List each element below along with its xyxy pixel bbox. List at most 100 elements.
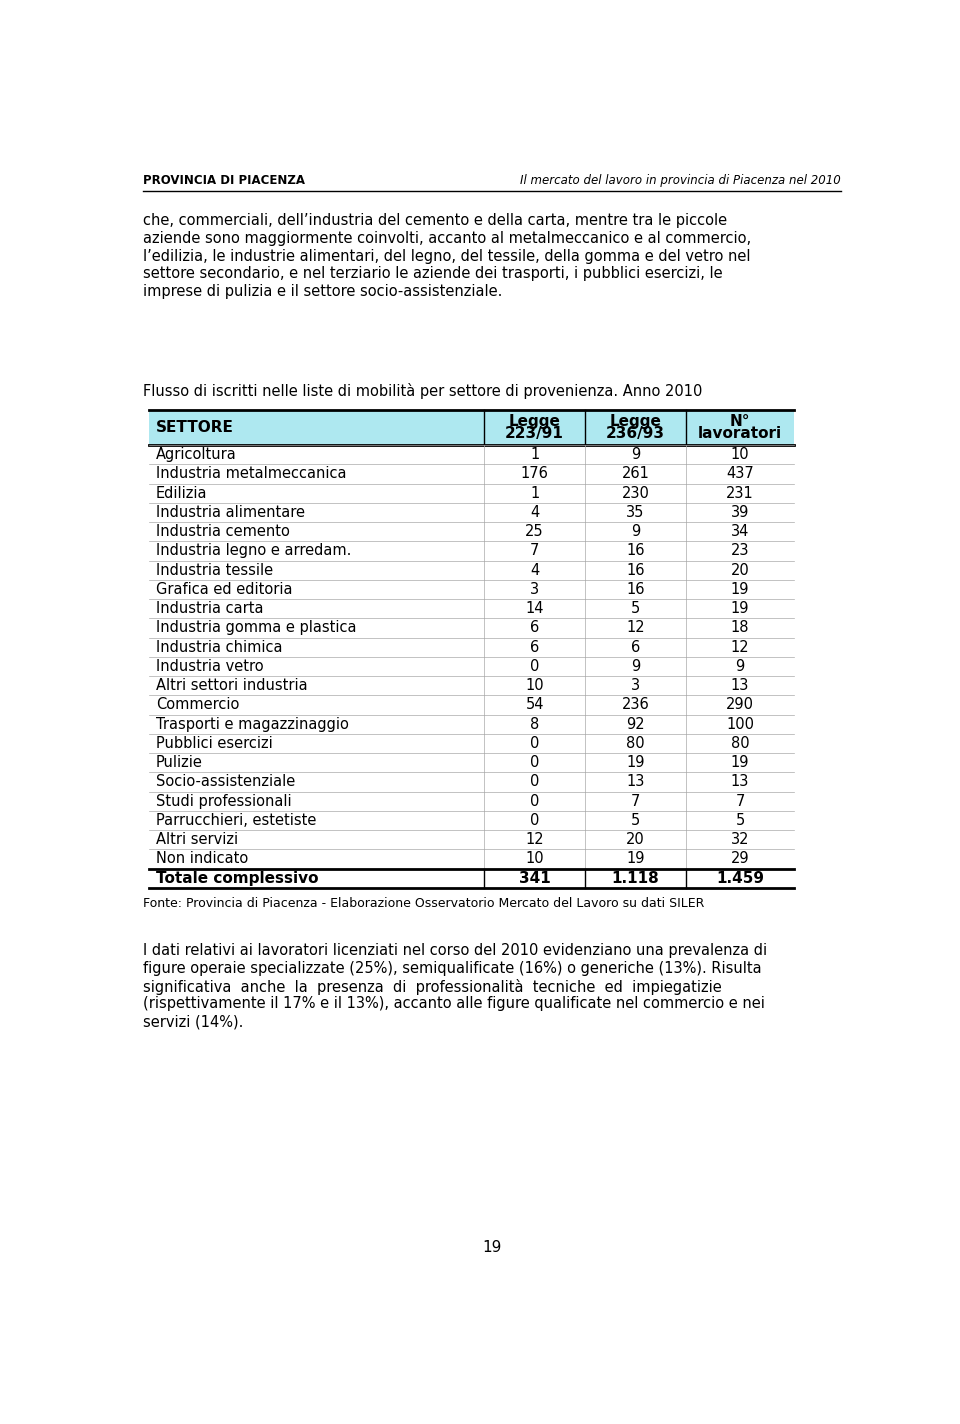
Text: 7: 7 [735, 793, 745, 809]
Text: 230: 230 [621, 486, 649, 501]
Text: 1.459: 1.459 [716, 870, 764, 886]
Text: 0: 0 [530, 755, 540, 770]
Text: 236/93: 236/93 [606, 426, 665, 441]
Text: 80: 80 [626, 736, 645, 750]
Text: Trasporti e magazzinaggio: Trasporti e magazzinaggio [156, 716, 348, 732]
Text: Grafica ed editoria: Grafica ed editoria [156, 582, 292, 597]
Text: SETTORE: SETTORE [156, 420, 233, 434]
Text: 0: 0 [530, 659, 540, 674]
Text: lavoratori: lavoratori [698, 426, 782, 441]
Text: 16: 16 [626, 544, 644, 558]
Text: 32: 32 [731, 832, 749, 847]
Text: figure operaie specializzate (25%), semiqualificate (16%) o generiche (13%). Ris: figure operaie specializzate (25%), semi… [143, 961, 762, 975]
Text: 23: 23 [731, 544, 749, 558]
Text: 4: 4 [530, 506, 540, 520]
Text: 19: 19 [731, 755, 749, 770]
Text: I dati relativi ai lavoratori licenziati nel corso del 2010 evidenziano una prev: I dati relativi ai lavoratori licenziati… [143, 943, 767, 958]
Text: Industria cemento: Industria cemento [156, 524, 290, 540]
Text: 14: 14 [525, 601, 544, 617]
Text: 34: 34 [731, 524, 749, 540]
Text: 35: 35 [626, 506, 644, 520]
Text: che, commerciali, dell’industria del cemento e della carta, mentre tra le piccol: che, commerciali, dell’industria del cem… [143, 214, 728, 228]
Text: 0: 0 [530, 813, 540, 827]
Text: Industria carta: Industria carta [156, 601, 263, 617]
Text: 19: 19 [626, 852, 644, 866]
Text: Industria gomma e plastica: Industria gomma e plastica [156, 621, 356, 635]
Text: 16: 16 [626, 562, 644, 578]
Text: 19: 19 [626, 755, 644, 770]
Bar [150, 410, 794, 444]
Text: 6: 6 [530, 639, 540, 655]
Text: 16: 16 [626, 582, 644, 597]
Text: 92: 92 [626, 716, 645, 732]
Text: 12: 12 [525, 832, 544, 847]
Text: 29: 29 [731, 852, 750, 866]
Text: 261: 261 [621, 467, 649, 481]
Text: (rispettivamente il 17% e il 13%), accanto alle figure qualificate nel commercio: (rispettivamente il 17% e il 13%), accan… [143, 997, 765, 1011]
Text: 7: 7 [631, 793, 640, 809]
Text: 9: 9 [631, 659, 640, 674]
Text: 341: 341 [518, 870, 550, 886]
Text: 3: 3 [530, 582, 540, 597]
Text: Edilizia: Edilizia [156, 486, 207, 501]
Text: 10: 10 [731, 447, 750, 463]
Text: Industria vetro: Industria vetro [156, 659, 263, 674]
Text: 10: 10 [525, 678, 544, 693]
Text: 437: 437 [726, 467, 754, 481]
Text: imprese di pulizia e il settore socio-assistenziale.: imprese di pulizia e il settore socio-as… [143, 283, 503, 299]
Text: Studi professionali: Studi professionali [156, 793, 291, 809]
Text: 6: 6 [631, 639, 640, 655]
Text: 5: 5 [631, 601, 640, 617]
Text: 19: 19 [731, 601, 749, 617]
Text: Legge: Legge [610, 413, 661, 429]
Text: 7: 7 [530, 544, 540, 558]
Text: Socio-assistenziale: Socio-assistenziale [156, 775, 295, 789]
Text: Non indicato: Non indicato [156, 852, 248, 866]
Text: Agricoltura: Agricoltura [156, 447, 236, 463]
Text: 13: 13 [731, 775, 749, 789]
Text: 9: 9 [631, 447, 640, 463]
Text: Flusso di iscritti nelle liste di mobilità per settore di provenienza. Anno 2010: Flusso di iscritti nelle liste di mobili… [143, 383, 703, 399]
Text: 100: 100 [726, 716, 754, 732]
Text: 10: 10 [525, 852, 544, 866]
Text: Industria alimentare: Industria alimentare [156, 506, 304, 520]
Text: Il mercato del lavoro in provincia di Piacenza nel 2010: Il mercato del lavoro in provincia di Pi… [520, 174, 841, 188]
Text: servizi (14%).: servizi (14%). [143, 1014, 244, 1030]
Text: 54: 54 [525, 698, 544, 712]
Text: Altri servizi: Altri servizi [156, 832, 238, 847]
Text: 3: 3 [631, 678, 640, 693]
Text: Industria metalmeccanica: Industria metalmeccanica [156, 467, 347, 481]
Text: Pulizie: Pulizie [156, 755, 203, 770]
Text: Commercio: Commercio [156, 698, 239, 712]
Text: Totale complessivo: Totale complessivo [156, 870, 318, 886]
Text: 25: 25 [525, 524, 544, 540]
Text: 39: 39 [731, 506, 749, 520]
Text: 223/91: 223/91 [505, 426, 564, 441]
Text: 0: 0 [530, 736, 540, 750]
Text: 12: 12 [626, 621, 645, 635]
Text: Industria legno e arredam.: Industria legno e arredam. [156, 544, 351, 558]
Text: Pubblici esercizi: Pubblici esercizi [156, 736, 273, 750]
Text: 20: 20 [626, 832, 645, 847]
Text: 12: 12 [731, 639, 750, 655]
Text: Altri settori industria: Altri settori industria [156, 678, 307, 693]
Text: 18: 18 [731, 621, 749, 635]
Text: 8: 8 [530, 716, 540, 732]
Text: N°: N° [730, 413, 751, 429]
Text: 13: 13 [626, 775, 644, 789]
Text: 0: 0 [530, 793, 540, 809]
Text: Parrucchieri, estetiste: Parrucchieri, estetiste [156, 813, 316, 827]
Text: 5: 5 [631, 813, 640, 827]
Text: 9: 9 [735, 659, 745, 674]
Text: 231: 231 [726, 486, 754, 501]
Text: 80: 80 [731, 736, 750, 750]
Text: 19: 19 [731, 582, 749, 597]
Text: 6: 6 [530, 621, 540, 635]
Text: 0: 0 [530, 775, 540, 789]
Text: 20: 20 [731, 562, 750, 578]
Text: 236: 236 [621, 698, 649, 712]
Text: Fonte: Provincia di Piacenza - Elaborazione Osservatorio Mercato del Lavoro su d: Fonte: Provincia di Piacenza - Elaborazi… [143, 897, 705, 910]
Text: settore secondario, e nel terziario le aziende dei trasporti, i pubblici eserciz: settore secondario, e nel terziario le a… [143, 266, 723, 282]
Text: 290: 290 [726, 698, 754, 712]
Text: Industria tessile: Industria tessile [156, 562, 273, 578]
